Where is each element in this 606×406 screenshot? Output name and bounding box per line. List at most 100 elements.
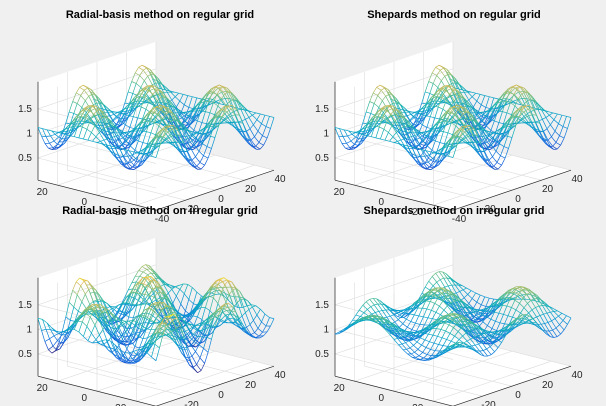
mesh-line <box>418 132 422 135</box>
mesh-line <box>234 122 240 132</box>
mesh-line <box>209 125 214 128</box>
mesh-line <box>79 87 85 91</box>
mesh-line <box>157 97 162 101</box>
mesh-line <box>430 166 436 170</box>
mesh-line <box>186 151 192 161</box>
mesh-line <box>450 100 455 106</box>
mesh-line <box>193 134 199 140</box>
mesh-line <box>136 133 142 141</box>
mesh-line <box>506 119 511 127</box>
mesh-line <box>241 315 247 328</box>
mesh-line <box>470 125 475 130</box>
mesh-line <box>501 126 507 129</box>
mesh-line <box>552 142 557 147</box>
mesh-line <box>185 129 191 138</box>
mesh-line <box>176 128 181 136</box>
mesh-line <box>491 132 496 142</box>
mesh-line <box>462 113 468 122</box>
mesh-line <box>488 159 494 167</box>
mesh-line <box>476 94 481 102</box>
mesh-line <box>175 107 181 115</box>
mesh-line <box>122 140 127 145</box>
mesh-line <box>373 95 379 104</box>
mesh-line <box>226 111 231 117</box>
mesh-line <box>469 128 474 135</box>
mesh-line <box>112 119 118 128</box>
mesh-line <box>238 120 243 123</box>
mesh-line <box>477 122 483 130</box>
mesh-line <box>391 120 396 126</box>
mesh-line <box>491 139 496 145</box>
mesh-line <box>339 128 344 137</box>
mesh-line <box>176 116 182 123</box>
mesh-line <box>436 89 442 97</box>
mesh-line <box>508 137 513 149</box>
mesh-line <box>437 96 442 98</box>
mesh-line <box>118 143 123 148</box>
mesh-line <box>527 113 533 123</box>
mesh-line <box>125 135 130 141</box>
mesh-line <box>97 121 103 123</box>
mesh-line <box>188 287 193 300</box>
mesh-line <box>362 122 368 125</box>
mesh-line <box>428 107 434 115</box>
mesh-line <box>495 150 501 156</box>
y-tick-label: 20 <box>37 187 49 198</box>
mesh-line <box>182 150 188 153</box>
mesh-line <box>411 146 416 156</box>
mesh-line <box>90 108 96 112</box>
mesh-line <box>191 132 196 136</box>
mesh-line <box>459 129 464 138</box>
mesh-line <box>229 101 235 112</box>
mesh-line <box>432 152 437 162</box>
mesh-line <box>183 142 188 153</box>
mesh-line <box>132 105 138 117</box>
y-axis-line <box>37 179 157 211</box>
mesh-line <box>468 131 473 134</box>
mesh-line <box>177 148 182 155</box>
mesh-line <box>378 116 383 118</box>
mesh-line <box>549 112 553 116</box>
mesh-line <box>404 137 409 140</box>
mesh-line <box>526 116 531 123</box>
mesh-line <box>435 130 440 142</box>
mesh-line <box>515 109 521 117</box>
mesh-line <box>424 156 429 163</box>
mesh-line <box>459 92 465 100</box>
mesh-line <box>244 109 248 111</box>
mesh-line <box>445 97 450 103</box>
mesh-line <box>461 96 465 100</box>
mesh-line <box>458 138 464 144</box>
mesh-line <box>182 138 187 142</box>
mesh-line <box>156 94 162 106</box>
mesh-line <box>535 114 541 124</box>
mesh-line <box>102 126 107 130</box>
mesh-line <box>160 97 166 108</box>
mesh-line <box>534 122 540 131</box>
mesh-line <box>518 93 523 99</box>
mesh-line <box>172 120 177 127</box>
mesh-line <box>145 87 150 91</box>
mesh-line <box>49 140 55 144</box>
mesh-line <box>248 309 254 321</box>
mesh-line <box>136 123 142 132</box>
mesh-line <box>122 156 127 164</box>
mesh-line <box>152 95 157 103</box>
mesh-line <box>157 114 163 119</box>
mesh-line <box>253 320 259 329</box>
mesh-line <box>238 102 243 110</box>
mesh-line <box>555 142 561 146</box>
mesh-line <box>545 117 551 125</box>
mesh-line <box>459 84 465 93</box>
mesh-line <box>237 122 243 131</box>
mesh-line <box>161 108 167 115</box>
mesh-line <box>181 129 187 140</box>
mesh-line <box>108 118 114 127</box>
mesh-line <box>497 110 503 112</box>
mesh-line <box>180 293 185 305</box>
mesh-line <box>138 126 143 129</box>
mesh-line <box>254 131 259 137</box>
mesh-line <box>532 108 537 116</box>
mesh-line <box>188 107 194 110</box>
